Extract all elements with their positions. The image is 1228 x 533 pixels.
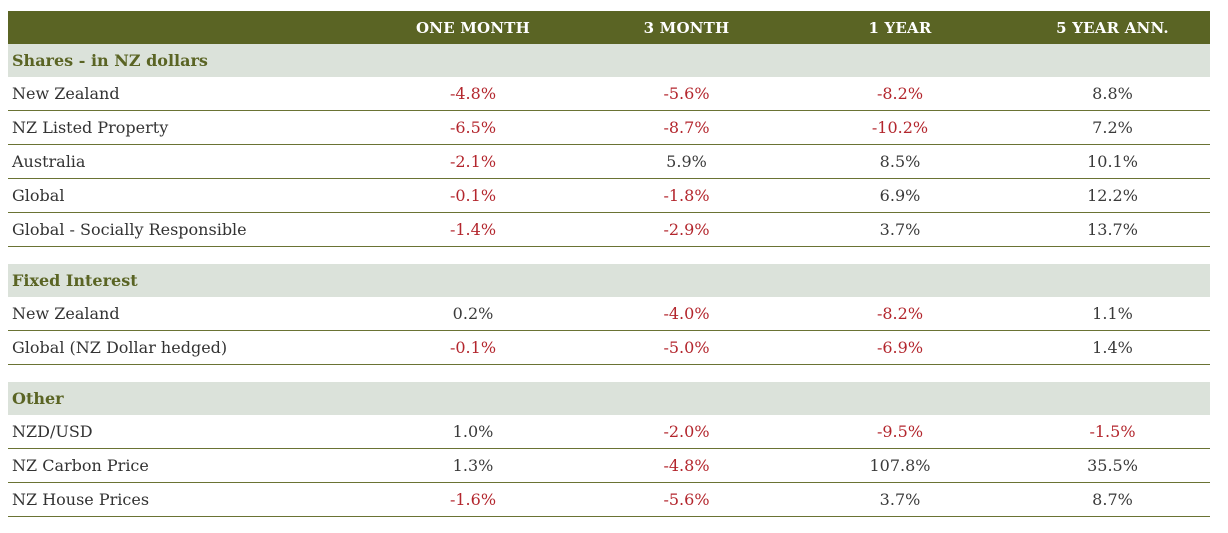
value-cell: 1.1% [1015,297,1210,331]
value-cell: -5.6% [588,482,785,517]
table-row: NZD/USD 1.0% -2.0% -9.5% -1.5% [8,415,1210,449]
value-cell: -10.2% [785,110,1015,145]
value-cell: 0.2% [358,297,588,331]
value-cell: 3.7% [785,482,1015,517]
section-title: Other [8,382,1210,415]
spacer-cell [8,365,1210,383]
value-cell: -1.4% [358,212,588,247]
row-label: Global - Socially Responsible [8,212,358,247]
value-cell: 5.9% [588,144,785,179]
table-row: NZ House Prices -1.6% -5.6% 3.7% 8.7% [8,482,1210,517]
section-spacer [8,365,1210,383]
row-label: Global [8,178,358,213]
section-header-row: Other [8,382,1210,415]
table-body: Shares - in NZ dollars New Zealand -4.8% -5… [8,44,1210,517]
value-cell: -2.1% [358,144,588,179]
section-header-row: Shares - in NZ dollars [8,44,1210,77]
value-cell: 8.8% [1015,77,1210,111]
value-cell: -4.0% [588,297,785,331]
row-label: NZ Listed Property [8,110,358,145]
returns-table-container: ONE MONTH 3 MONTH 1 YEAR 5 YEAR ANN. Sha… [8,11,1210,517]
row-label: NZ Carbon Price [8,448,358,483]
value-cell: 6.9% [785,178,1015,213]
header-5-year-ann: 5 YEAR ANN. [1015,11,1210,44]
value-cell: -5.0% [588,330,785,365]
table-row: New Zealand 0.2% -4.0% -8.2% 1.1% [8,297,1210,331]
value-cell: -9.5% [785,415,1015,449]
value-cell: -4.8% [358,77,588,111]
value-cell: -8.7% [588,110,785,145]
value-cell: 8.7% [1015,482,1210,517]
section-title: Fixed Interest [8,264,1210,297]
row-label: Global (NZ Dollar hedged) [8,330,358,365]
value-cell: 10.1% [1015,144,1210,179]
spacer-cell [8,247,1210,265]
table-row: NZ Listed Property -6.5% -8.7% -10.2% 7.2% [8,110,1210,145]
header-label-column [8,11,358,44]
value-cell: 107.8% [785,448,1015,483]
value-cell: 35.5% [1015,448,1210,483]
header-3-month: 3 MONTH [588,11,785,44]
table-row: Global - Socially Responsible -1.4% -2.9% 3… [8,212,1210,247]
table-row: NZ Carbon Price 1.3% -4.8% 107.8% 35.5% [8,448,1210,483]
value-cell: -8.2% [785,297,1015,331]
row-label: New Zealand [8,297,358,331]
value-cell: -1.8% [588,178,785,213]
header-one-month: ONE MONTH [358,11,588,44]
value-cell: -8.2% [785,77,1015,111]
value-cell: 7.2% [1015,110,1210,145]
header-1-year: 1 YEAR [785,11,1015,44]
table-row: Global -0.1% -1.8% 6.9% 12.2% [8,178,1210,213]
value-cell: -0.1% [358,178,588,213]
row-label: NZ House Prices [8,482,358,517]
value-cell: 8.5% [785,144,1015,179]
value-cell: -6.9% [785,330,1015,365]
table-header: ONE MONTH 3 MONTH 1 YEAR 5 YEAR ANN. [8,11,1210,44]
section-title: Shares - in NZ dollars [8,44,1210,77]
section-header-row: Fixed Interest [8,264,1210,297]
value-cell: -2.0% [588,415,785,449]
table-row: Australia -2.1% 5.9% 8.5% 10.1% [8,144,1210,179]
section-spacer [8,247,1210,265]
returns-table: ONE MONTH 3 MONTH 1 YEAR 5 YEAR ANN. Sha… [8,11,1210,517]
value-cell: -1.5% [1015,415,1210,449]
table-row: Global (NZ Dollar hedged) -0.1% -5.0% -6.9%… [8,330,1210,365]
value-cell: 1.0% [358,415,588,449]
row-label: New Zealand [8,77,358,111]
value-cell: -4.8% [588,448,785,483]
value-cell: -0.1% [358,330,588,365]
value-cell: 3.7% [785,212,1015,247]
value-cell: -5.6% [588,77,785,111]
value-cell: 1.3% [358,448,588,483]
value-cell: 1.4% [1015,330,1210,365]
row-label: Australia [8,144,358,179]
value-cell: 12.2% [1015,178,1210,213]
value-cell: -2.9% [588,212,785,247]
row-label: NZD/USD [8,415,358,449]
value-cell: 13.7% [1015,212,1210,247]
header-row: ONE MONTH 3 MONTH 1 YEAR 5 YEAR ANN. [8,11,1210,44]
table-row: New Zealand -4.8% -5.6% -8.2% 8.8% [8,77,1210,111]
value-cell: -1.6% [358,482,588,517]
value-cell: -6.5% [358,110,588,145]
